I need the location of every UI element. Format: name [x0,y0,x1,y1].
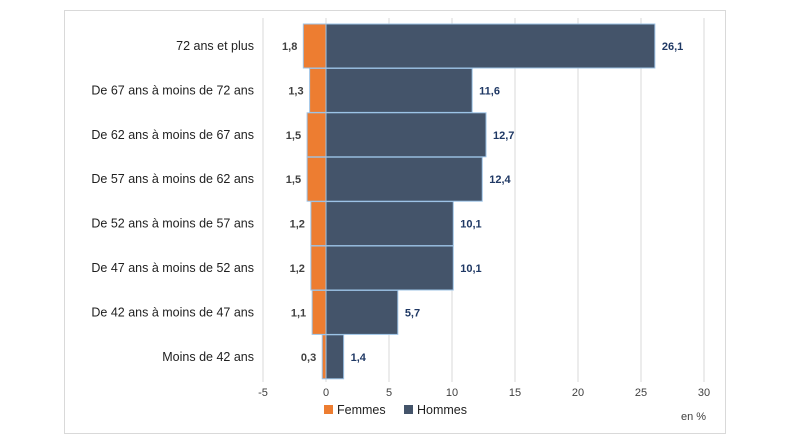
x-tick-label: -5 [258,387,268,399]
value-labels: 1,8 26,1 1,3 11,6 1,5 12,7 1,5 12,4 1,2 10,1 1,2 10… [282,41,683,364]
value-label-hommes: 11,6 [479,85,500,97]
value-label-hommes: 26,1 [662,41,683,53]
bar-femmes [309,67,327,113]
value-label-hommes: 1,4 [351,352,367,364]
value-label-femmes: 0,3 [301,352,316,364]
value-label-hommes: 12,7 [493,130,514,142]
value-label-femmes: 1,2 [290,219,305,231]
value-label-hommes: 10,1 [460,263,481,275]
bar-femmes [302,23,327,69]
legend-swatch-hommes [404,405,413,414]
value-label-hommes: 12,4 [489,174,511,186]
category-label: Moins de 42 ans [162,350,254,364]
value-label-femmes: 1,5 [286,130,301,142]
legend: Femmes Hommes [324,403,467,417]
category-label: De 52 ans à moins de 57 ans [91,217,254,231]
bar-femmes [306,112,327,158]
category-label: De 42 ans à moins de 47 ans [91,305,254,319]
category-label: De 47 ans à moins de 52 ans [91,261,254,275]
legend-label-hommes: Hommes [417,403,467,417]
bar-hommes [325,156,483,202]
bar-femmes [321,334,327,380]
bar-hommes [325,289,399,335]
bar-hommes [325,67,473,113]
value-label-femmes: 1,2 [290,263,305,275]
x-tick-label: 0 [323,387,329,399]
category-label: 72 ans et plus [176,39,254,53]
value-label-femmes: 1,1 [291,307,306,319]
x-tick-label: 5 [386,387,392,399]
category-label: De 62 ans à moins de 67 ans [91,128,254,142]
value-label-hommes: 5,7 [405,307,420,319]
bar-hommes [325,245,454,291]
legend-label-femmes: Femmes [337,403,386,417]
x-axis-ticks: -5 0 5 10 15 20 25 30 [258,387,710,399]
value-label-femmes: 1,8 [282,41,297,53]
x-tick-label: 20 [572,387,584,399]
value-label-hommes: 10,1 [460,219,481,231]
category-labels: 72 ans et plus De 67 ans à moins de 72 an… [91,39,254,364]
x-tick-label: 30 [698,387,710,399]
value-label-femmes: 1,3 [288,85,303,97]
bar-femmes [311,289,327,335]
legend-swatch-femmes [324,405,333,414]
bar-hommes [325,112,487,158]
bar-hommes [325,23,656,69]
x-tick-label: 25 [635,387,647,399]
x-tick-label: 15 [509,387,521,399]
unit-label: en % [681,411,706,423]
value-label-femmes: 1,5 [286,174,301,186]
bar-femmes [306,156,327,202]
bar-femmes [310,245,327,291]
chart-frame [64,10,726,434]
bars [302,23,656,380]
bar-femmes [310,201,327,247]
category-label: De 67 ans à moins de 72 ans [91,83,254,97]
x-tick-label: 10 [446,387,458,399]
bar-hommes [325,201,454,247]
category-label: De 57 ans à moins de 62 ans [91,172,254,186]
bar-hommes [325,334,345,380]
